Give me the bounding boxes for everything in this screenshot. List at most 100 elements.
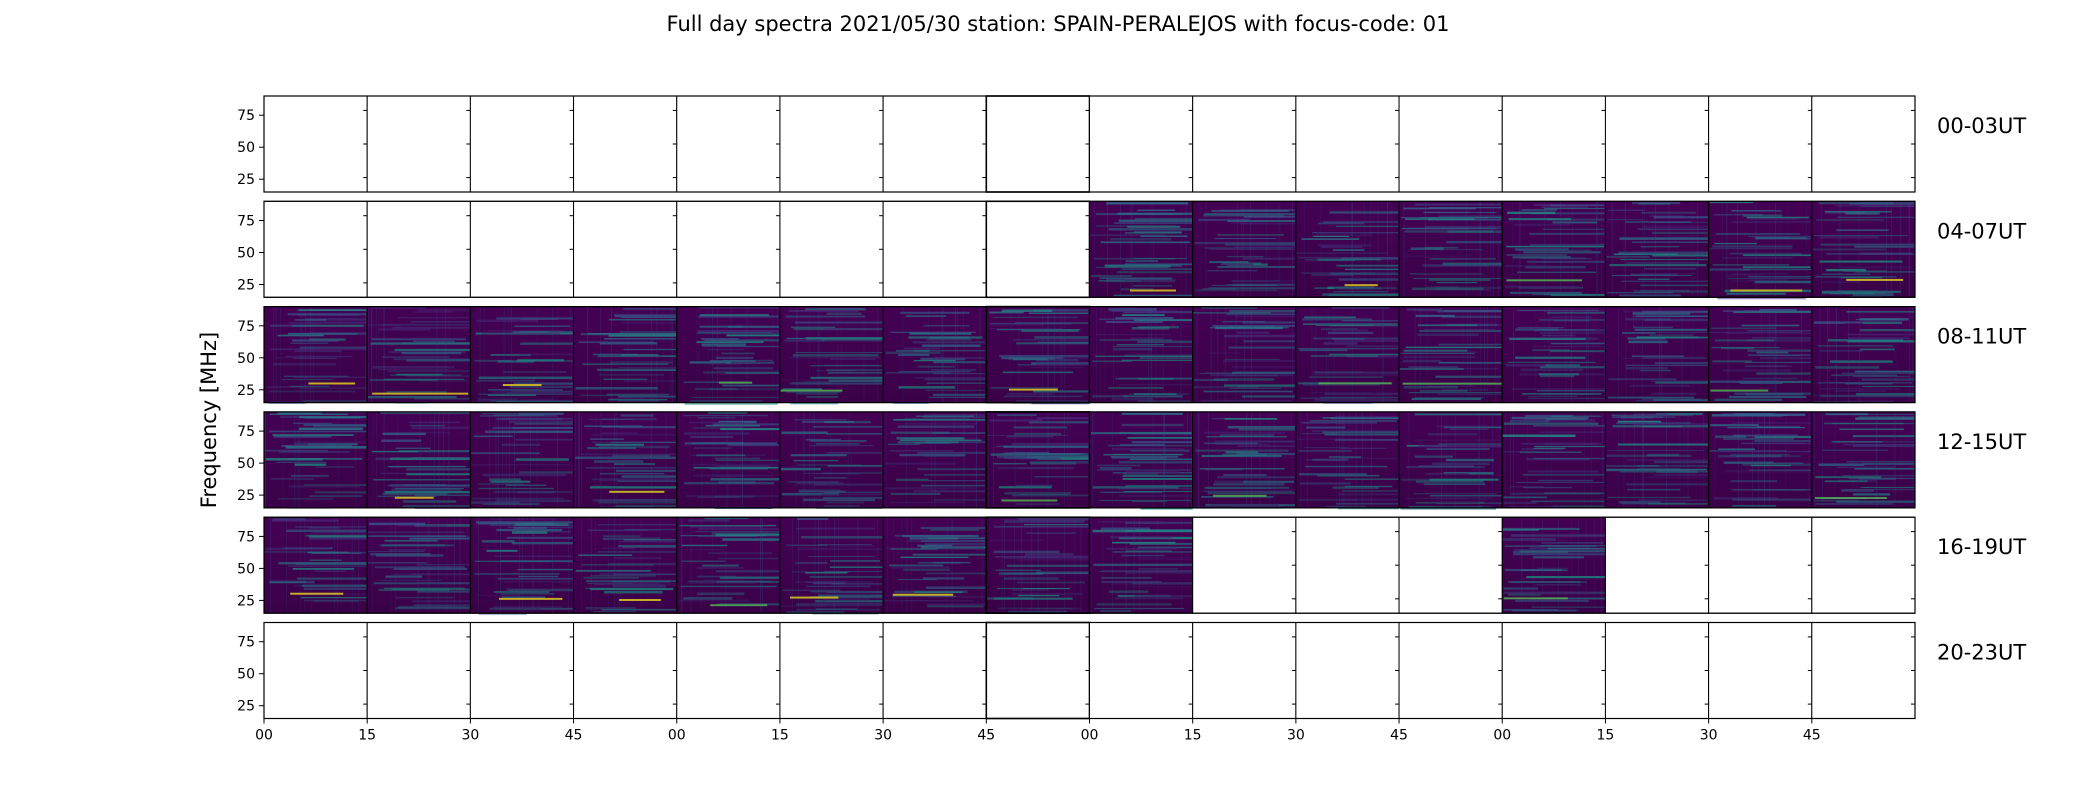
spectrum-panel (1192, 306, 1297, 404)
spectra-row: 75 50 25 00-03UT (237, 95, 2026, 193)
spectrum-panel (676, 411, 781, 510)
y-tick-label: 25 (237, 488, 255, 504)
empty-panel (1089, 95, 1194, 193)
spectrum-panel (469, 411, 575, 509)
spectrum-panel (1192, 411, 1297, 509)
row-label: 16-19UT (1937, 535, 2026, 559)
spectrum-panel (1811, 306, 1916, 404)
y-tick-label: 25 (237, 593, 255, 609)
spectrum-panel (1089, 411, 1194, 510)
y-tick-label: 25 (237, 699, 255, 715)
y-tick-label: 50 (237, 351, 255, 367)
y-tick-label: 75 (237, 529, 255, 545)
spectrum-panel (1089, 516, 1194, 614)
row-label: 20-23UT (1937, 641, 2026, 665)
spectrum-panel (366, 411, 471, 509)
empty-panel (469, 622, 575, 719)
empty-panel (1089, 622, 1194, 719)
y-axis-label: Frequency [MHz] (197, 332, 221, 508)
empty-panel (1501, 622, 1606, 719)
spectrum-panel (1295, 306, 1400, 404)
y-tick-label: 25 (237, 172, 255, 188)
spectrum-panel (1089, 200, 1194, 298)
empty-panel (1295, 622, 1400, 719)
empty-panel (676, 622, 781, 719)
spectrum-panel (366, 516, 471, 614)
empty-panel (882, 200, 987, 298)
empty-panel (1811, 516, 1916, 614)
x-tick-label: 15 (1184, 728, 1202, 744)
spectra-row: 75 50 25 04-07UT (237, 200, 2026, 300)
x-tick-label: 15 (771, 728, 789, 744)
spectrum-panel (985, 305, 1091, 405)
spectrum-panel (469, 516, 575, 616)
spectrum-panel (1604, 306, 1710, 404)
row-label: 12-15UT (1937, 430, 2026, 454)
spectrum-panel (366, 306, 471, 404)
spectrum-panel (779, 411, 884, 510)
spectra-row: 75 50 25 16-19UT (237, 516, 2026, 616)
empty-panel (1708, 516, 1813, 614)
x-tick-label: 45 (1803, 728, 1821, 744)
empty-panel (1604, 516, 1710, 614)
empty-panel (882, 622, 987, 719)
empty-panel (1811, 95, 1916, 193)
spectrum-panel (1295, 200, 1400, 298)
empty-panel (985, 95, 1091, 193)
x-tick-label: 00 (668, 728, 686, 744)
empty-panel (1604, 622, 1710, 719)
spectrum-panel (1089, 306, 1194, 404)
y-tick-label: 75 (237, 319, 255, 335)
row-frame (263, 516, 1916, 614)
chart-title: Full day spectra 2021/05/30 station: SPA… (667, 12, 1450, 36)
x-tick-label: 30 (874, 728, 892, 744)
row-frame (263, 95, 1916, 193)
x-tick-label: 45 (1390, 728, 1408, 744)
empty-panel (366, 622, 471, 719)
spectrum-panel (676, 306, 781, 405)
row-frame (263, 411, 1916, 509)
y-tick-label: 50 (237, 456, 255, 472)
spectrum-panel (469, 306, 575, 404)
spectrum-panel (263, 306, 368, 404)
spectrum-panel (1501, 516, 1606, 614)
spectrum-panel (676, 516, 781, 614)
empty-panel (1295, 95, 1400, 193)
empty-panel (985, 621, 1091, 720)
x-tick-label: 15 (358, 728, 376, 744)
spectrum-panel (263, 516, 368, 614)
x-tick-label: 45 (565, 728, 583, 744)
spectrum-panel (779, 516, 884, 615)
empty-panel (1295, 516, 1400, 614)
spectrum-panel (263, 411, 368, 509)
spectrum-panel (1811, 411, 1916, 509)
y-tick-label: 75 (237, 635, 255, 651)
row-label: 08-11UT (1937, 325, 2026, 349)
empty-panel (1192, 622, 1297, 719)
x-tick-label: 00 (255, 728, 273, 744)
spectrum-panel (1708, 306, 1813, 404)
x-tick-label: 00 (1493, 728, 1511, 744)
row-frame (263, 200, 1916, 298)
y-tick-label: 75 (237, 424, 255, 440)
x-tick-label: 30 (461, 728, 479, 744)
spectrum-panel (1501, 411, 1606, 509)
y-tick-label: 50 (237, 140, 255, 156)
spectrum-panel (1501, 200, 1606, 298)
y-tick-label: 25 (237, 278, 255, 294)
spectra-row: 75 50 25 20-23UT (237, 621, 2026, 720)
spectrum-panel (573, 516, 678, 614)
y-tick-label: 50 (237, 246, 255, 262)
empty-panel (573, 95, 678, 193)
spectrum-panel (1708, 411, 1813, 509)
row-label: 04-07UT (1937, 219, 2026, 243)
empty-panel (779, 622, 884, 719)
x-tick-label: 00 (1081, 728, 1099, 744)
row-frame (263, 306, 1916, 404)
spectrum-panel (779, 306, 884, 405)
empty-panel (573, 622, 678, 719)
empty-panel (676, 95, 781, 193)
spectrum-panel (573, 306, 678, 404)
empty-panel (882, 95, 987, 193)
empty-panel (1708, 95, 1813, 193)
